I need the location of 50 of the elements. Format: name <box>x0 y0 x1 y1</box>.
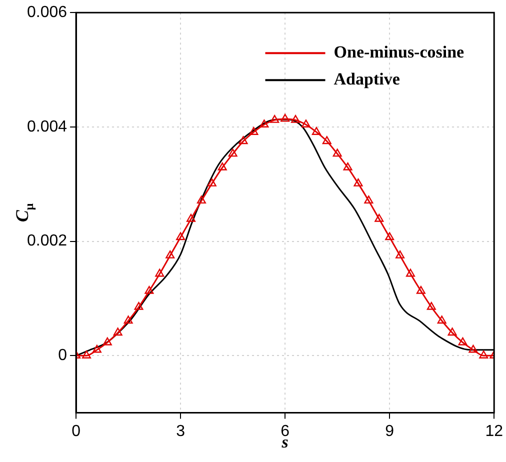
legend-label: Adaptive <box>334 69 400 88</box>
point <box>437 316 446 324</box>
point <box>134 302 144 310</box>
point <box>385 232 394 240</box>
point <box>238 136 248 144</box>
point <box>166 250 175 258</box>
point <box>270 114 280 123</box>
point <box>113 328 122 336</box>
point <box>374 214 384 222</box>
x-tick-label: 0 <box>72 422 81 440</box>
point <box>249 126 258 135</box>
point <box>207 178 216 186</box>
point <box>92 344 102 353</box>
point <box>448 328 457 336</box>
legend-label: One-minus-cosine <box>334 42 465 62</box>
point <box>280 114 290 122</box>
point <box>322 136 332 144</box>
x-tick-label: 3 <box>176 422 186 440</box>
point <box>102 337 112 346</box>
y-axis-title: Cμ <box>12 203 36 222</box>
y-tick-label: 0.004 <box>26 118 68 136</box>
point <box>406 268 415 277</box>
point <box>354 178 363 186</box>
y-tick-label: 0.002 <box>26 232 68 250</box>
point <box>343 162 352 170</box>
point <box>332 148 342 157</box>
point <box>364 196 374 204</box>
y-tick-label: 0 <box>58 347 68 364</box>
point <box>426 302 436 310</box>
y-tick-label: 0.006 <box>26 4 68 22</box>
point <box>260 120 269 128</box>
point <box>176 232 186 240</box>
point <box>144 286 154 294</box>
point <box>301 120 310 128</box>
x-tick-label: 9 <box>385 422 394 440</box>
point <box>155 268 164 277</box>
x-tick-label: 12 <box>485 422 504 440</box>
point <box>228 148 238 157</box>
point <box>186 214 196 222</box>
point <box>312 126 321 135</box>
point <box>479 350 488 358</box>
point <box>458 337 468 346</box>
point <box>291 114 300 123</box>
point <box>124 316 133 324</box>
point <box>196 196 206 204</box>
point <box>468 344 478 353</box>
point <box>218 162 227 170</box>
point <box>396 250 405 258</box>
point <box>82 350 91 358</box>
point <box>416 286 426 294</box>
